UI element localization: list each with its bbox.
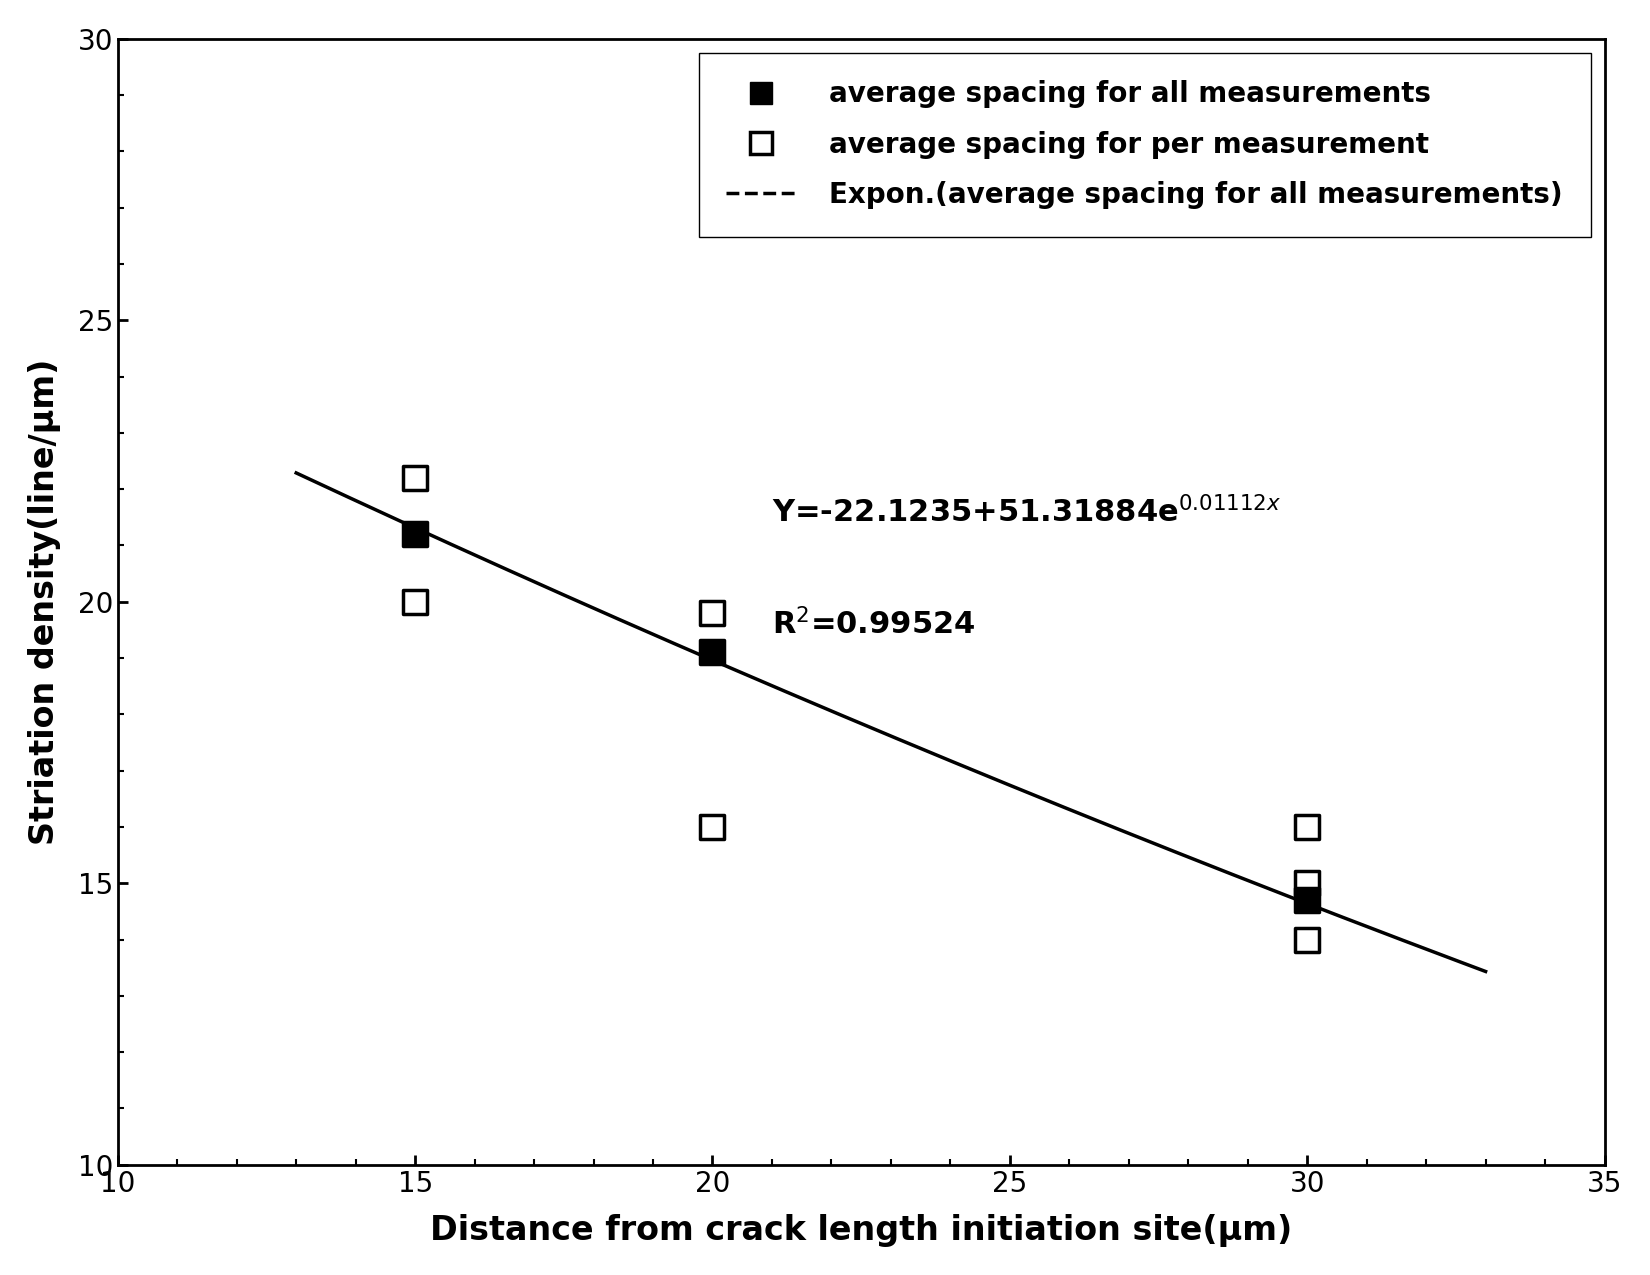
Point	[1294, 929, 1320, 950]
Y-axis label: Striation density(line/μm): Striation density(line/μm)	[28, 358, 61, 845]
Point	[700, 603, 726, 623]
Legend: average spacing for all measurements, average spacing for per measurement, Expon: average spacing for all measurements, av…	[698, 52, 1591, 237]
Point	[403, 524, 429, 544]
X-axis label: Distance from crack length initiation site(μm): Distance from crack length initiation si…	[431, 1214, 1292, 1247]
Point	[1294, 890, 1320, 910]
Point	[403, 592, 429, 612]
Point	[700, 643, 726, 663]
Text: R$^{2}$=0.99524: R$^{2}$=0.99524	[772, 608, 975, 640]
Point	[1294, 817, 1320, 838]
Text: Y=-22.1235+51.31884e$^{0.01112x}$: Y=-22.1235+51.31884e$^{0.01112x}$	[772, 496, 1282, 528]
Point	[403, 468, 429, 488]
Point	[700, 817, 726, 838]
Point	[1294, 873, 1320, 894]
